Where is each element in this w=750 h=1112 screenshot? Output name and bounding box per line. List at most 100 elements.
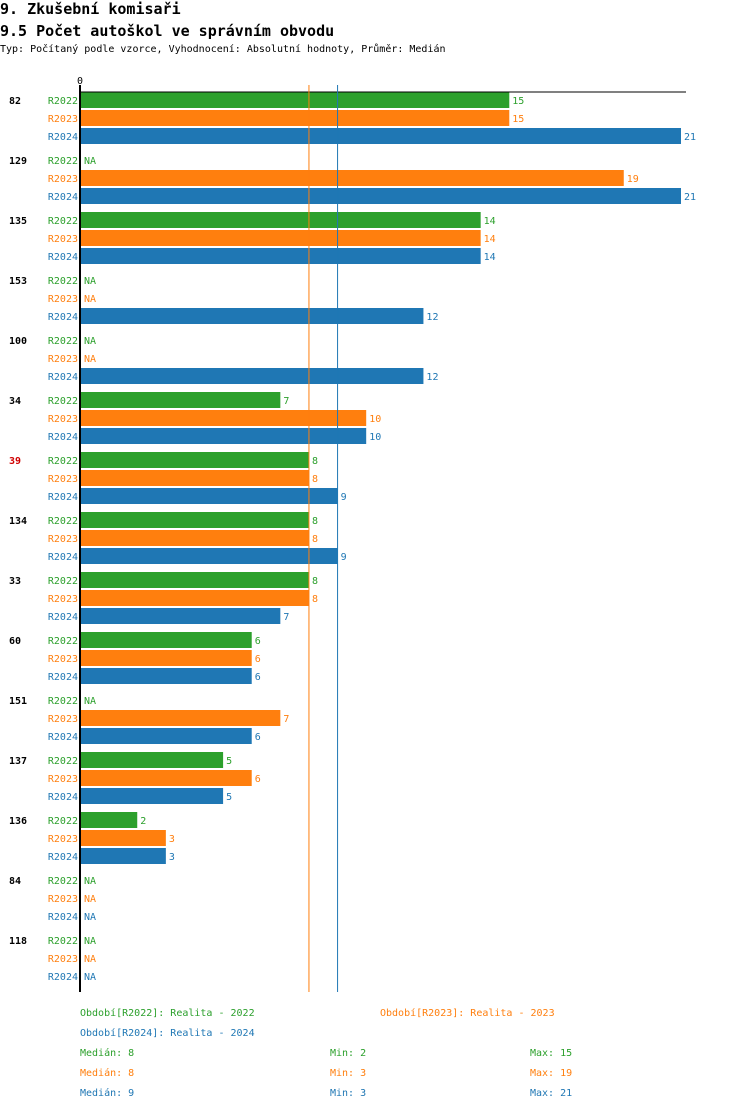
legend-r2022: Období[R2022]: Realita - 2022 — [80, 1008, 255, 1019]
series-label: R2024 — [48, 252, 78, 263]
bar — [80, 710, 281, 726]
series-label: R2024 — [48, 552, 78, 563]
category-label: 135 — [9, 216, 27, 227]
category-label: 33 — [9, 576, 21, 587]
series-label: R2023 — [48, 234, 78, 245]
bar — [80, 248, 481, 264]
bar — [80, 308, 424, 324]
series-label: R2024 — [48, 312, 78, 323]
series-label: R2024 — [48, 852, 78, 863]
series-label: R2023 — [48, 414, 78, 425]
stat-max-r2023: Max: 19 — [530, 1068, 573, 1079]
series-label: R2023 — [48, 654, 78, 665]
series-label: R2023 — [48, 534, 78, 545]
category-label: 60 — [9, 636, 21, 647]
bar — [80, 752, 224, 768]
value-label: 6 — [255, 654, 261, 665]
na-label: NA — [84, 156, 96, 167]
category-label: 82 — [9, 96, 21, 107]
na-label: NA — [84, 972, 96, 983]
bar — [80, 368, 424, 384]
bar — [80, 392, 281, 408]
bar — [80, 212, 481, 228]
bar — [80, 512, 309, 528]
na-label: NA — [84, 894, 96, 905]
series-label: R2024 — [48, 912, 78, 923]
series-label: R2023 — [48, 474, 78, 485]
value-label: 8 — [312, 516, 318, 527]
value-label: 3 — [169, 834, 175, 845]
series-label: R2022 — [48, 696, 78, 707]
series-label: R2024 — [48, 792, 78, 803]
na-label: NA — [84, 912, 96, 923]
category-label: 137 — [9, 756, 27, 767]
value-label: 14 — [484, 234, 496, 245]
category-label: 100 — [9, 336, 27, 347]
value-label: 8 — [312, 474, 318, 485]
na-label: NA — [84, 876, 96, 887]
series-label: R2023 — [48, 114, 78, 125]
value-label: 6 — [255, 732, 261, 743]
category-label: 136 — [9, 816, 27, 827]
bar — [80, 128, 681, 144]
series-label: R2023 — [48, 834, 78, 845]
bar — [80, 188, 681, 204]
category-label: 153 — [9, 276, 27, 287]
category-label: 129 — [9, 156, 27, 167]
na-label: NA — [84, 276, 96, 287]
value-label: 12 — [426, 312, 438, 323]
value-label: 7 — [283, 612, 289, 623]
na-label: NA — [84, 294, 96, 305]
series-label: R2022 — [48, 816, 78, 827]
series-label: R2024 — [48, 132, 78, 143]
na-label: NA — [84, 354, 96, 365]
series-label: R2023 — [48, 894, 78, 905]
series-label: R2024 — [48, 492, 78, 503]
bar — [80, 170, 624, 186]
series-label: R2022 — [48, 576, 78, 587]
value-label: 21 — [684, 132, 696, 143]
na-label: NA — [84, 336, 96, 347]
series-label: R2022 — [48, 216, 78, 227]
na-label: NA — [84, 696, 96, 707]
na-label: NA — [84, 936, 96, 947]
bar — [80, 812, 138, 828]
stat-min-r2023: Min: 3 — [330, 1068, 367, 1079]
value-label: 14 — [484, 216, 496, 227]
value-label: 8 — [312, 534, 318, 545]
series-label: R2023 — [48, 954, 78, 965]
value-label: 15 — [512, 114, 524, 125]
category-label: 151 — [9, 696, 27, 707]
bar — [80, 770, 252, 786]
series-label: R2022 — [48, 456, 78, 467]
value-label: 5 — [226, 792, 232, 803]
value-label: 5 — [226, 756, 232, 767]
category-label: 84 — [9, 876, 21, 887]
stat-median-r2022: Medián: 8 — [80, 1048, 135, 1059]
value-label: 9 — [341, 552, 347, 563]
bar — [80, 728, 252, 744]
value-label: 8 — [312, 594, 318, 605]
stat-min-r2022: Min: 2 — [330, 1048, 367, 1059]
series-label: R2024 — [48, 432, 78, 443]
series-label: R2022 — [48, 636, 78, 647]
series-label: R2022 — [48, 756, 78, 767]
category-label: 134 — [9, 516, 27, 527]
value-label: 8 — [312, 576, 318, 587]
series-label: R2024 — [48, 612, 78, 623]
value-label: 2 — [140, 816, 146, 827]
legend-r2024: Období[R2024]: Realita - 2024 — [80, 1028, 255, 1039]
bar — [80, 470, 309, 486]
x-tick-label: 0 — [77, 76, 83, 87]
series-label: R2024 — [48, 732, 78, 743]
value-label: 8 — [312, 456, 318, 467]
category-label: 118 — [9, 936, 27, 947]
series-label: R2022 — [48, 396, 78, 407]
value-label: 10 — [369, 414, 381, 425]
series-label: R2023 — [48, 174, 78, 185]
series-label: R2024 — [48, 972, 78, 983]
stat-median-r2024: Medián: 9 — [80, 1088, 135, 1099]
series-label: R2022 — [48, 156, 78, 167]
value-label: 6 — [255, 636, 261, 647]
bar — [80, 608, 281, 624]
